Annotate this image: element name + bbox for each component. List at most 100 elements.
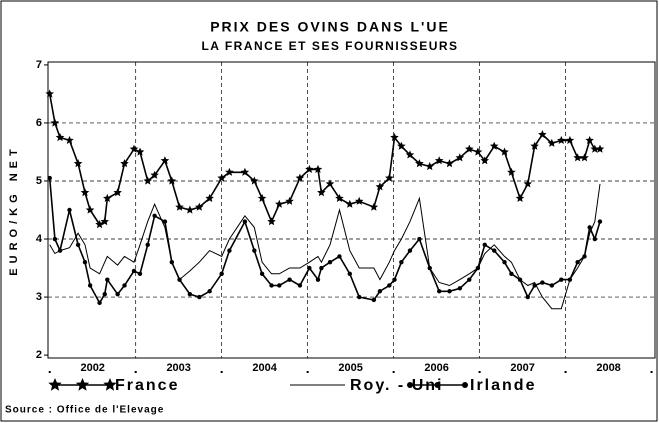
y-tick-label: 5 xyxy=(36,175,42,187)
star-marker xyxy=(175,202,184,211)
star-marker xyxy=(507,167,516,176)
dot-marker xyxy=(371,297,377,303)
star-marker xyxy=(267,217,276,226)
legend-marker xyxy=(48,378,62,391)
star-marker xyxy=(113,188,122,197)
star-marker xyxy=(580,153,589,162)
star-marker xyxy=(100,217,109,226)
dot-marker xyxy=(97,300,102,306)
star-marker xyxy=(317,188,326,197)
dot-marker xyxy=(559,277,564,282)
dot-marker xyxy=(52,236,58,242)
star-marker xyxy=(445,159,454,168)
star-marker xyxy=(295,173,305,182)
star-marker xyxy=(538,130,547,139)
dot-marker xyxy=(532,283,537,288)
star-marker xyxy=(455,153,465,162)
dot-marker xyxy=(392,277,397,282)
star-marker xyxy=(250,176,259,185)
x-tick-label: 2007 xyxy=(510,362,534,374)
x-minor-tick xyxy=(392,371,395,373)
dot-marker xyxy=(575,260,580,265)
star-marker xyxy=(257,193,267,202)
star-marker xyxy=(480,156,489,165)
star-marker xyxy=(500,147,509,156)
star-marker xyxy=(397,141,406,150)
star-marker xyxy=(473,147,483,156)
star-marker xyxy=(45,89,54,98)
dot-marker xyxy=(587,225,592,230)
dot-marker xyxy=(75,242,81,248)
dot-marker xyxy=(467,277,472,282)
star-marker xyxy=(369,202,379,211)
dot-marker xyxy=(447,289,452,294)
x-minor-tick xyxy=(134,371,137,373)
star-marker xyxy=(103,193,112,202)
dot-marker xyxy=(297,283,303,288)
star-marker xyxy=(73,159,83,168)
dot-marker xyxy=(509,271,514,277)
star-marker xyxy=(390,133,399,142)
star-marker xyxy=(415,159,424,168)
dot-marker xyxy=(567,277,573,282)
star-marker xyxy=(325,179,335,188)
x-minor-tick xyxy=(306,371,309,373)
star-marker xyxy=(85,205,95,214)
x-minor-tick xyxy=(650,371,653,373)
star-marker xyxy=(195,202,204,211)
star-marker xyxy=(565,135,575,144)
star-marker xyxy=(185,205,195,214)
star-marker xyxy=(425,162,434,171)
star-marker xyxy=(160,156,170,165)
star-marker xyxy=(573,153,582,162)
star-marker xyxy=(590,144,600,153)
dot-marker xyxy=(517,277,523,282)
dot-marker xyxy=(177,277,182,282)
dot-marker xyxy=(347,271,352,277)
star-marker xyxy=(434,156,444,165)
dot-marker xyxy=(315,277,321,282)
star-marker xyxy=(405,150,415,159)
dot-marker xyxy=(502,260,507,265)
legend-label: Irlande xyxy=(470,377,536,394)
star-marker xyxy=(557,135,566,144)
star-marker xyxy=(120,159,129,168)
dot-marker xyxy=(377,289,383,294)
star-marker xyxy=(217,173,226,182)
x-tick-label: 2006 xyxy=(424,362,448,374)
dot-marker xyxy=(319,265,324,271)
dot-marker xyxy=(525,294,530,300)
y-tick-label: 3 xyxy=(36,291,42,303)
dot-marker xyxy=(582,254,587,259)
dot-marker xyxy=(207,289,212,294)
star-marker xyxy=(345,199,355,208)
dot-marker xyxy=(67,207,72,213)
star-marker xyxy=(465,144,474,153)
star-marker xyxy=(313,164,323,173)
star-marker xyxy=(335,193,344,202)
star-marker xyxy=(547,138,557,147)
dot-marker xyxy=(327,260,333,265)
dot-marker xyxy=(357,294,362,300)
dot-marker xyxy=(252,248,257,253)
star-marker xyxy=(143,176,152,185)
star-marker xyxy=(375,182,385,191)
dot-marker xyxy=(337,254,342,259)
x-tick-label: 2003 xyxy=(166,362,190,374)
y-tick-label: 4 xyxy=(36,233,43,245)
dot-marker xyxy=(417,236,422,242)
dot-marker xyxy=(407,248,413,253)
x-minor-tick xyxy=(48,371,51,373)
dot-marker xyxy=(122,283,127,288)
dot-marker xyxy=(277,283,282,288)
legend-marker xyxy=(462,382,468,388)
dot-marker xyxy=(219,271,224,277)
dot-marker xyxy=(102,291,107,297)
dot-marker xyxy=(227,248,232,253)
star-marker xyxy=(150,170,159,179)
star-marker xyxy=(595,144,605,153)
star-marker xyxy=(80,188,90,197)
star-marker xyxy=(205,193,214,202)
